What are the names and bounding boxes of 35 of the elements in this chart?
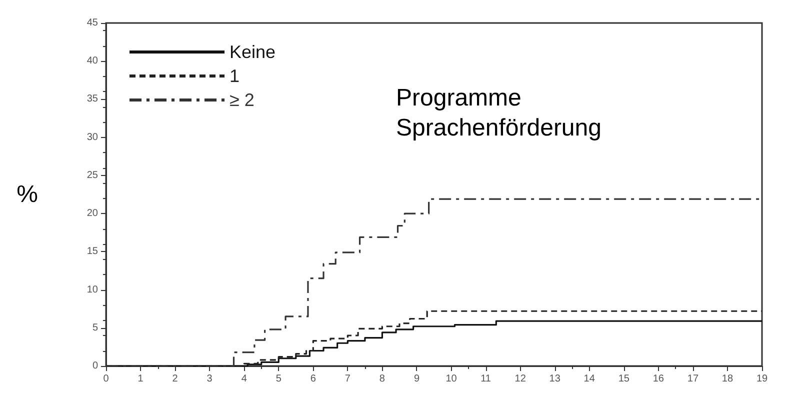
x-tick-label: 9 [414, 374, 420, 384]
x-tick-label: 16 [652, 374, 664, 384]
y-axis-title: % [16, 181, 38, 208]
x-tick-label: 12 [514, 374, 526, 384]
text: Programme Sprachenförderung [396, 84, 602, 142]
y-tick-label: 0 [92, 360, 98, 372]
x-tick-label: 8 [379, 374, 386, 384]
x-tick-label: 5 [276, 374, 282, 384]
y-tick-label: 45 [86, 18, 98, 28]
y-tick-label: 5 [92, 322, 98, 334]
text: ≥ 2 [230, 90, 254, 110]
y-tick-label: 10 [86, 284, 98, 296]
x-tick-label: 19 [756, 374, 768, 384]
text: 1 [230, 66, 240, 86]
x-tick-label: 0 [103, 374, 110, 384]
y-tick-label: 30 [86, 132, 98, 143]
x-tick-label: 18 [722, 374, 734, 384]
x-tick-label: 11 [480, 374, 492, 384]
x-tick-label: 3 [206, 374, 213, 384]
x-tick-label: 15 [618, 374, 630, 384]
x-tick-label: 4 [241, 374, 248, 384]
x-tick-label: 13 [549, 374, 561, 384]
x-tick-label: 17 [687, 374, 699, 384]
y-tick-label: 35 [86, 94, 98, 105]
y-tick-label: 15 [86, 246, 98, 258]
x-tick-label: 2 [172, 374, 178, 384]
y-tick-label: 20 [86, 208, 98, 220]
x-tick-label: 1 [138, 374, 144, 384]
text: Keine [230, 42, 276, 62]
y-tick-label: 25 [86, 170, 98, 181]
x-tick-label: 7 [344, 374, 351, 384]
x-tick-label: 10 [446, 374, 458, 384]
x-tick-label: 6 [310, 374, 316, 384]
x-tick-label: 14 [584, 374, 596, 384]
y-tick-label: 40 [86, 56, 98, 67]
